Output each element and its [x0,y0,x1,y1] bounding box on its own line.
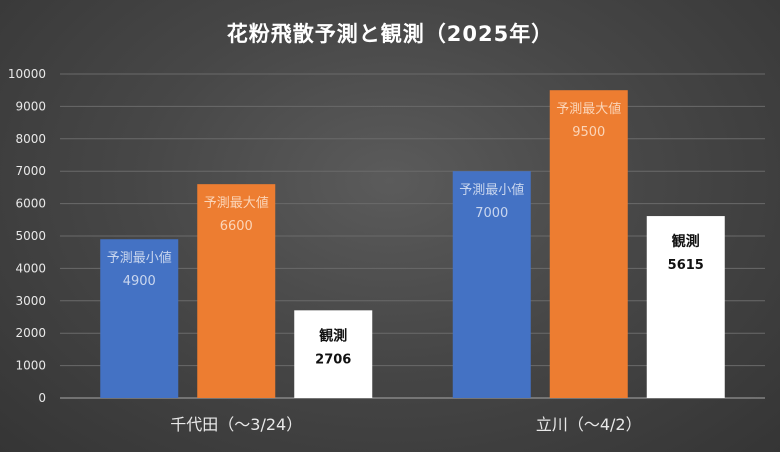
y-tick-label: 7000 [15,164,46,178]
bar [646,216,725,398]
data-label-series-name: 観測 [319,327,347,344]
bar [100,239,179,398]
bar [294,310,373,398]
data-label-value: 7000 [475,206,508,221]
data-label-value: 4900 [123,274,156,289]
bar [452,171,531,398]
y-tick-label: 5000 [15,229,46,243]
bar [197,184,276,398]
data-label-value: 9500 [572,125,605,140]
data-label-series-name: 予測最大値 [556,101,621,117]
y-tick-label: 3000 [15,294,46,308]
data-label-series-name: 予測最小値 [459,182,524,198]
data-label-series-name: 予測最大値 [204,195,269,211]
y-tick-label: 1000 [15,359,46,373]
chart-title: 花粉飛散予測と観測（2025年） [226,22,554,46]
y-tick-label: 6000 [15,197,46,211]
y-tick-label: 9000 [15,99,46,113]
bar [549,90,628,398]
y-tick-label: 0 [38,391,46,405]
data-label-series-name: 予測最小値 [107,250,172,266]
data-label-value: 2706 [315,352,351,367]
x-tick-label: 千代田（〜3/24） [170,415,302,434]
data-label-series-name: 観測 [672,233,700,250]
y-tick-label: 8000 [15,132,46,146]
y-tick-label: 2000 [15,326,46,340]
data-label-value: 5615 [668,258,704,273]
y-tick-label: 10000 [8,67,46,81]
x-tick-label: 立川（〜4/2） [536,415,642,434]
data-label-value: 6600 [220,219,253,234]
y-tick-label: 4000 [15,261,46,275]
